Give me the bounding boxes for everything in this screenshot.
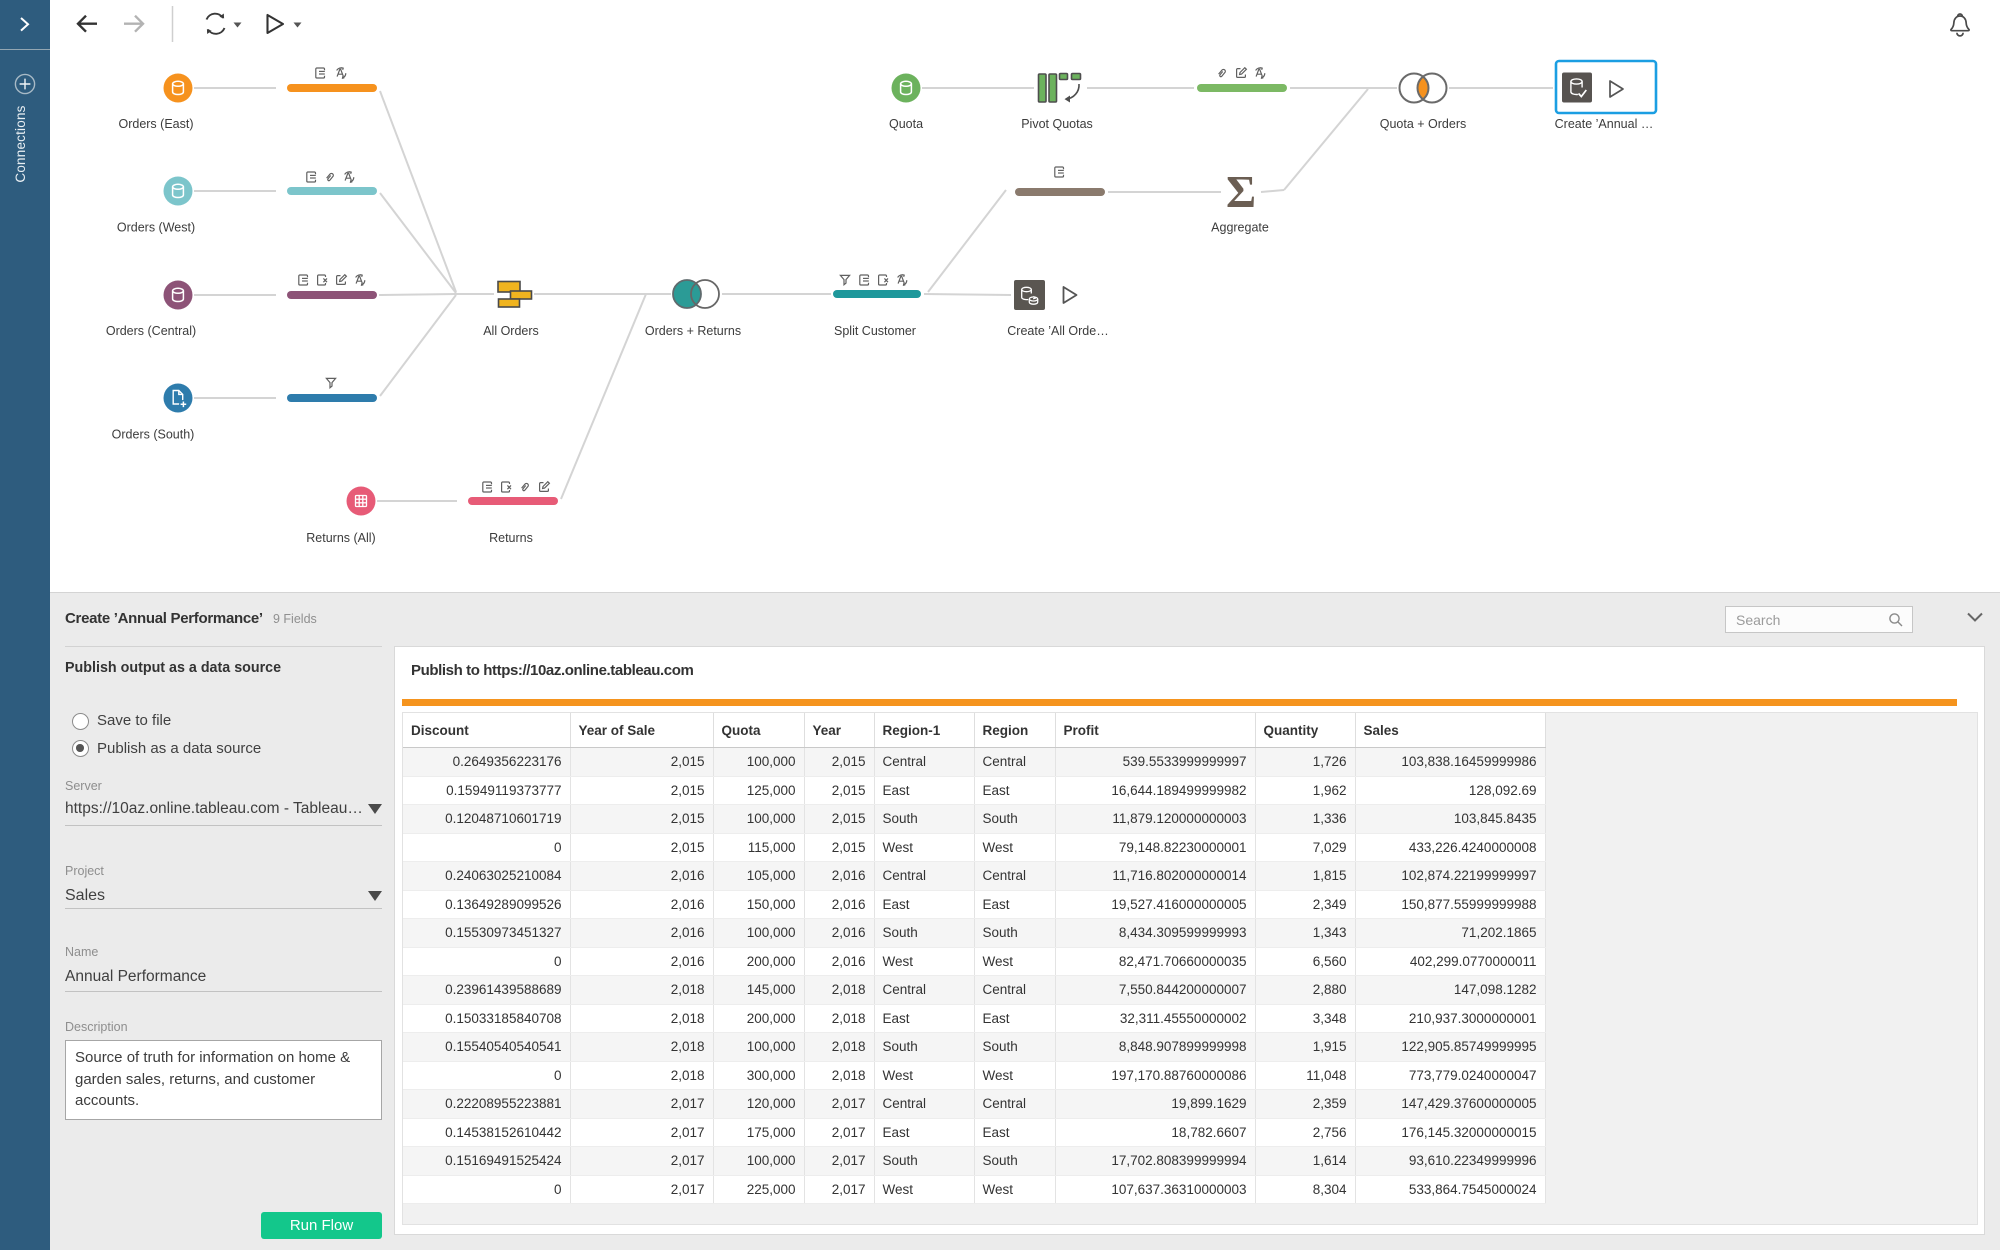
svg-text:Quota: Quota — [889, 117, 923, 131]
svg-text:Pivot Quotas: Pivot Quotas — [1021, 117, 1093, 131]
svg-text:Orders (Central): Orders (Central) — [106, 324, 196, 338]
svg-text:Quota + Orders: Quota + Orders — [1380, 117, 1467, 131]
svg-text:All Orders: All Orders — [483, 324, 539, 338]
svg-text:Σ: Σ — [1226, 166, 1256, 217]
svg-text:Orders + Returns: Orders + Returns — [645, 324, 741, 338]
svg-text:Orders (South): Orders (South) — [112, 428, 195, 442]
svg-text:Orders (East): Orders (East) — [118, 117, 193, 131]
svg-text:Returns: Returns — [489, 531, 533, 545]
svg-text:Create ’Annual …: Create ’Annual … — [1555, 117, 1654, 131]
svg-text:Orders (West): Orders (West) — [117, 221, 195, 235]
svg-text:Split Customer: Split Customer — [834, 324, 916, 338]
svg-text:Returns (All): Returns (All) — [306, 531, 375, 545]
svg-text:Create ’All Orde…: Create ’All Orde… — [1007, 324, 1108, 338]
svg-text:Aggregate: Aggregate — [1211, 221, 1269, 235]
